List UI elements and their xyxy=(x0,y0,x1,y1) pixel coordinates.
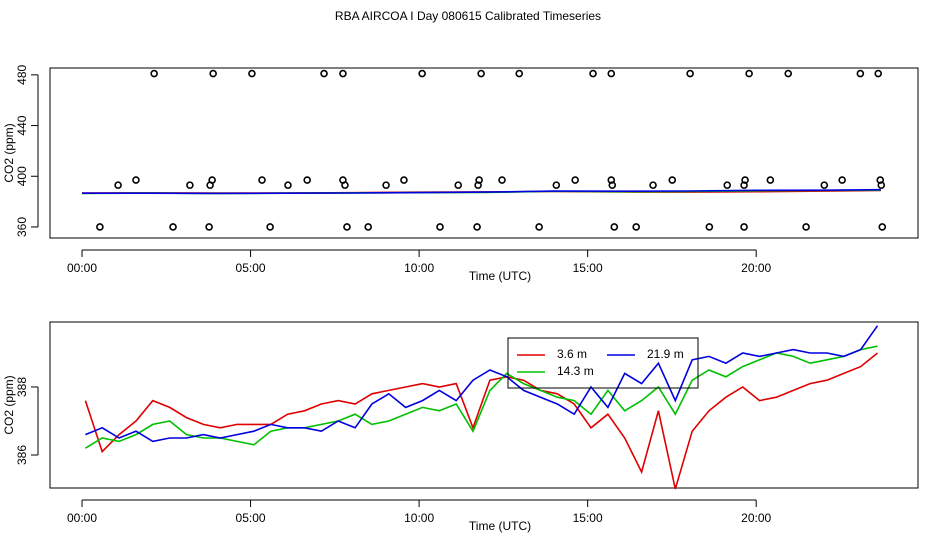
data-point xyxy=(740,181,748,189)
x-tick-label: 00:00 xyxy=(67,261,97,275)
plot-frame xyxy=(49,321,919,489)
x-tick-label: 05:00 xyxy=(236,511,266,525)
data-point xyxy=(607,69,616,78)
data-point xyxy=(454,181,463,189)
x-axis-label: Time (UTC) xyxy=(469,269,531,283)
data-point xyxy=(784,69,793,78)
data-point xyxy=(209,69,217,78)
data-line xyxy=(84,352,879,490)
data-point xyxy=(382,181,390,189)
data-point xyxy=(552,181,561,189)
data-line xyxy=(84,345,878,449)
data-point xyxy=(303,176,311,184)
data-point xyxy=(838,176,846,184)
data-point xyxy=(169,223,177,231)
data-point xyxy=(436,223,444,231)
y-tick-label: 386 xyxy=(15,445,29,465)
data-point xyxy=(418,69,426,78)
data-point xyxy=(820,181,829,189)
data-point xyxy=(341,181,349,189)
x-tick-label: 00:00 xyxy=(67,511,97,525)
data-point xyxy=(400,176,408,184)
data-point xyxy=(266,223,274,231)
x-tick-label: 10:00 xyxy=(404,511,434,525)
data-point xyxy=(474,181,482,189)
data-point xyxy=(571,176,579,184)
y-tick-label: 388 xyxy=(15,377,29,397)
plot-frame xyxy=(49,67,919,239)
data-point xyxy=(205,223,213,231)
y-tick-label: 360 xyxy=(15,217,29,237)
x-tick-label: 20:00 xyxy=(741,511,771,525)
chart-title: RBA AIRCOA I Day 080615 Calibrated Times… xyxy=(335,9,601,23)
legend-box xyxy=(507,337,699,389)
data-point xyxy=(477,69,485,78)
data-point xyxy=(723,181,732,189)
data-point xyxy=(186,181,194,189)
data-point xyxy=(878,223,887,231)
data-point xyxy=(874,69,883,78)
data-point xyxy=(284,181,292,189)
data-point xyxy=(589,69,597,78)
legend-label: 14.3 m xyxy=(557,364,594,378)
data-line xyxy=(82,188,881,195)
data-point xyxy=(802,223,810,231)
y-tick-label: 400 xyxy=(15,166,29,186)
data-point xyxy=(668,176,677,184)
data-point xyxy=(258,176,266,184)
data-point xyxy=(150,69,158,78)
data-point xyxy=(608,181,617,189)
data-point xyxy=(705,223,714,231)
y-tick-label: 440 xyxy=(15,115,29,135)
x-tick-label: 20:00 xyxy=(741,261,771,275)
y-axis-label: CO2 (ppm) xyxy=(2,375,16,434)
y-axis-label: CO2 (ppm) xyxy=(2,123,16,182)
data-point xyxy=(114,181,122,189)
data-point xyxy=(132,176,140,184)
data-point xyxy=(248,69,256,78)
data-point xyxy=(343,223,351,231)
data-point xyxy=(610,223,619,231)
data-point xyxy=(649,181,657,189)
data-point xyxy=(856,69,865,78)
data-point xyxy=(877,181,886,189)
data-point xyxy=(535,223,543,231)
data-line xyxy=(85,325,879,443)
y-tick-label: 480 xyxy=(15,65,29,85)
legend-label: 21.9 m xyxy=(647,347,684,361)
x-tick-label: 10:00 xyxy=(404,261,434,275)
x-tick-label: 15:00 xyxy=(573,261,603,275)
data-point xyxy=(339,69,347,78)
data-point xyxy=(498,176,506,184)
data-point xyxy=(364,223,373,231)
data-point xyxy=(320,69,328,78)
data-point xyxy=(632,223,640,231)
data-point xyxy=(766,176,775,184)
data-point xyxy=(473,223,481,231)
data-point xyxy=(745,69,753,78)
legend-label: 3.6 m xyxy=(557,347,587,361)
x-tick-label: 05:00 xyxy=(236,261,266,275)
x-axis-label: Time (UTC) xyxy=(469,519,531,533)
data-point xyxy=(515,69,524,78)
data-point xyxy=(740,223,748,231)
data-point xyxy=(686,69,694,78)
data-point xyxy=(96,223,104,231)
x-tick-label: 15:00 xyxy=(573,511,603,525)
data-point xyxy=(206,181,214,189)
